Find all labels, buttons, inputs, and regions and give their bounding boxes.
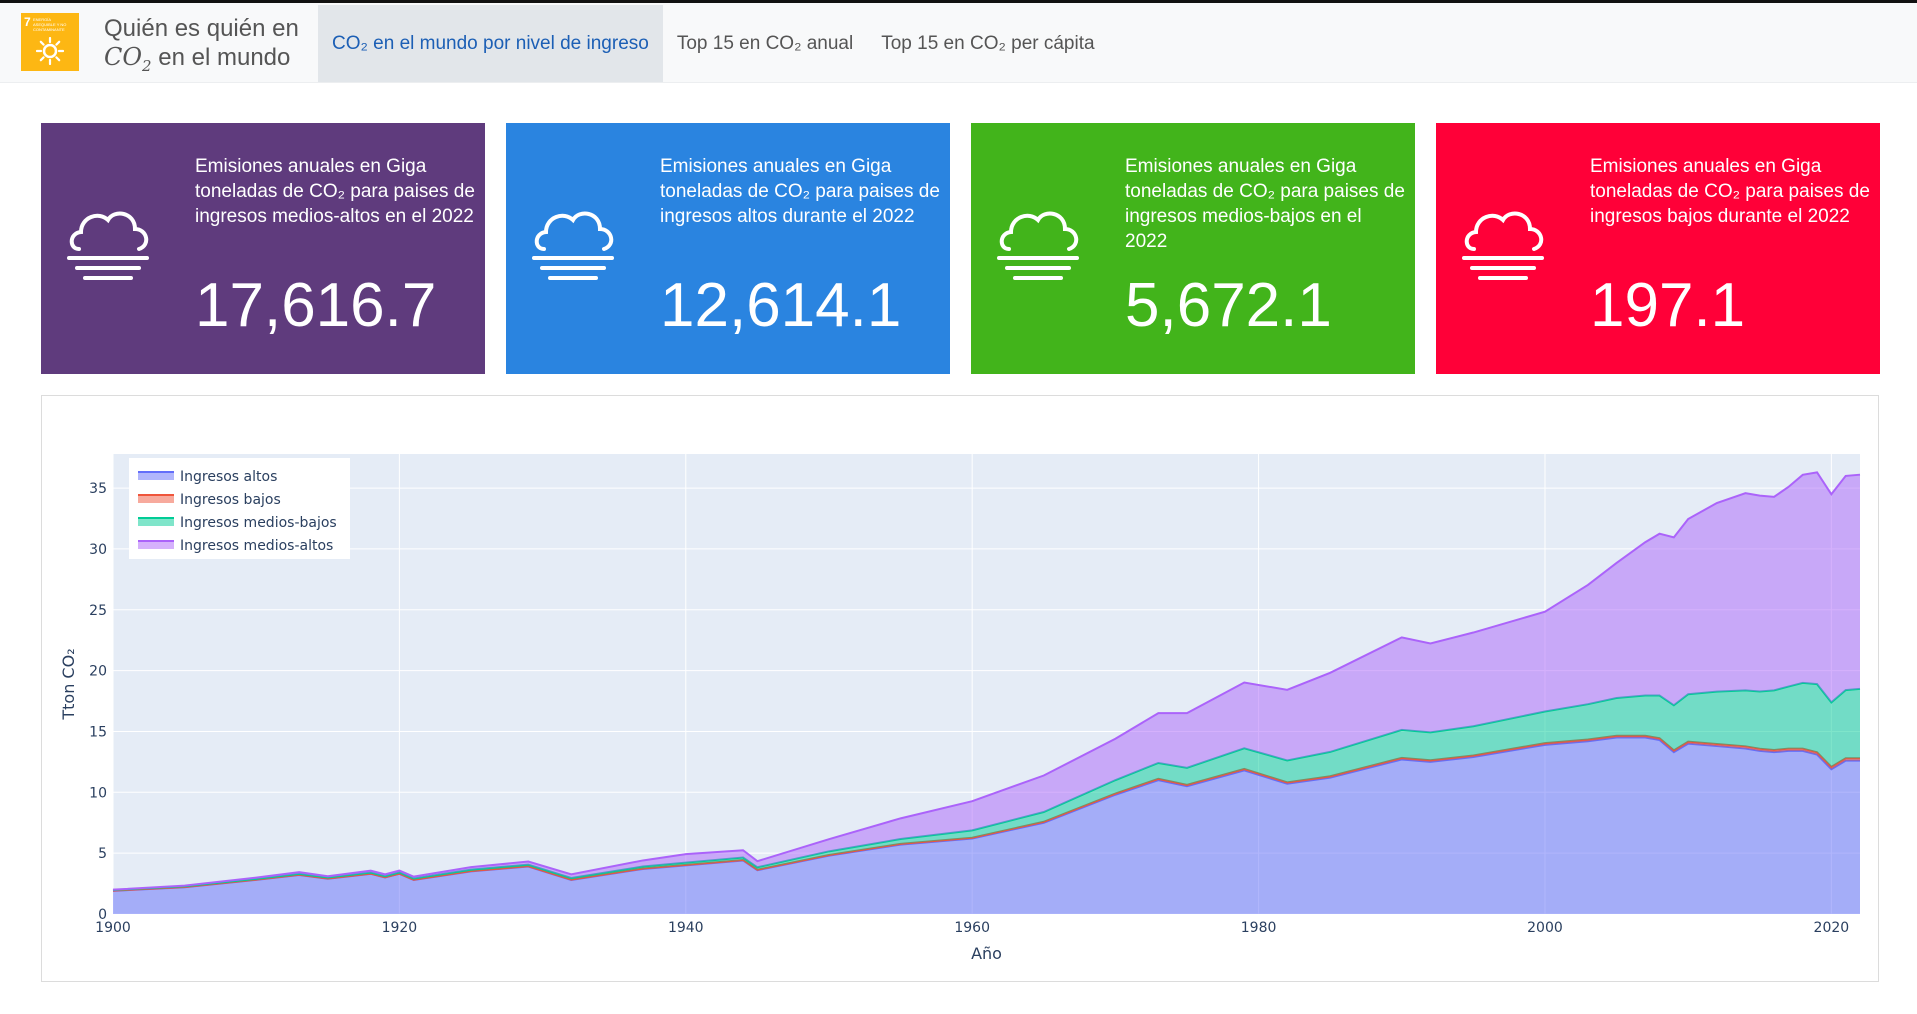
kpi-card-upper-middle: Emisiones anuales en Giga toneladas de C… <box>41 123 485 374</box>
x-tick-label: 1920 <box>382 920 418 936</box>
area-3 <box>113 472 1860 891</box>
line-2 <box>112 681 1861 892</box>
app-title[interactable]: Quién es quién en CO2 en el mundo <box>104 15 314 80</box>
tab-co2-income[interactable]: CO₂ en el mundo por nivel de ingreso <box>318 5 663 82</box>
logo-text: ENERGÍA ASEQUIBLE Y NO CONTAMINANTE <box>33 17 67 32</box>
area-0 <box>113 737 1860 914</box>
sdg7-logo[interactable]: 7 ENERGÍA ASEQUIBLE Y NO CONTAMINANTE <box>21 13 79 71</box>
co2-symbol: CO <box>104 43 143 71</box>
x-axis-title: Año <box>971 944 1002 963</box>
fog-cloud-icon <box>1462 211 1544 280</box>
kpi-value: 12,614.1 <box>660 271 902 340</box>
sun-icon <box>36 37 64 65</box>
legend-label: Ingresos medios-altos <box>180 538 333 554</box>
kpi-value: 17,616.7 <box>195 271 437 340</box>
y-tick-label: 5 <box>98 846 107 862</box>
chart-card: 0 5 10 15 20 25 30 35 1900 1920 1940 1960 1980 2000 20… <box>41 395 1879 982</box>
legend-label: Ingresos bajos <box>180 492 281 508</box>
tab-top15-per-capita[interactable]: Top 15 en CO₂ per cápita <box>881 33 1095 54</box>
y-tick-label: 10 <box>89 785 107 801</box>
legend-swatch <box>138 518 174 526</box>
app-title-rest: en el mundo <box>151 44 291 71</box>
kpi-card-high: Emisiones anuales en Giga toneladas de C… <box>506 123 950 374</box>
fog-cloud-icon <box>532 211 614 280</box>
y-tick-label: 30 <box>89 542 107 558</box>
x-tick-label: 1940 <box>668 920 704 936</box>
x-tick-label: 2000 <box>1527 920 1563 936</box>
x-tick-label: 1960 <box>954 920 990 936</box>
legend-label: Ingresos altos <box>180 469 277 485</box>
kpi-value: 197.1 <box>1590 271 1746 340</box>
stacked-area-chart[interactable]: 0 5 10 15 20 25 30 35 1900 1920 1940 1960 1980 2000 20… <box>42 396 1878 981</box>
y-tick-label: 25 <box>89 603 107 619</box>
kpi-description: Emisiones anuales en Giga toneladas de C… <box>195 156 475 227</box>
co2-subscript: 2 <box>142 56 152 75</box>
kpi-description: Emisiones anuales en Giga toneladas de C… <box>1125 156 1405 252</box>
kpi-description: Emisiones anuales en Giga toneladas de C… <box>660 156 940 227</box>
fog-cloud-icon <box>67 211 149 280</box>
x-tick-label: 1900 <box>95 920 131 936</box>
logo-number: 7 <box>24 15 31 29</box>
line-1 <box>112 734 1860 892</box>
legend-label: Ingresos medios-bajos <box>180 515 337 531</box>
legend-swatch <box>138 472 174 480</box>
area-2 <box>113 682 1860 891</box>
app-title-line2: CO2 en el mundo <box>104 43 314 80</box>
tab-top15-annual[interactable]: Top 15 en CO₂ anual <box>676 33 854 54</box>
x-tick-label: 2020 <box>1814 920 1850 936</box>
top-border <box>0 0 1917 3</box>
y-tick-label: 0 <box>98 907 107 923</box>
line-3 <box>112 471 1861 891</box>
kpi-card-low: Emisiones anuales en Giga toneladas de C… <box>1436 123 1880 374</box>
y-tick-label: 20 <box>89 664 107 680</box>
x-tick-label: 1980 <box>1241 920 1277 936</box>
kpi-description: Emisiones anuales en Giga toneladas de C… <box>1590 156 1870 227</box>
legend-swatch <box>138 495 174 503</box>
app-title-line1: Quién es quién en <box>104 15 299 42</box>
y-tick-label: 35 <box>89 481 107 497</box>
kpi-value: 5,672.1 <box>1125 271 1332 340</box>
legend-swatch <box>138 541 174 549</box>
navbar: 7 ENERGÍA ASEQUIBLE Y NO CONTAMINANTE Qu… <box>0 3 1917 83</box>
nav-tabs: CO₂ en el mundo por nivel de ingreso Top… <box>318 5 1109 82</box>
kpi-card-lower-middle: Emisiones anuales en Giga toneladas de C… <box>971 123 1415 374</box>
y-axis-title: Tton CO₂ <box>59 648 78 720</box>
fog-cloud-icon <box>997 211 1079 280</box>
y-tick-label: 15 <box>89 724 107 740</box>
